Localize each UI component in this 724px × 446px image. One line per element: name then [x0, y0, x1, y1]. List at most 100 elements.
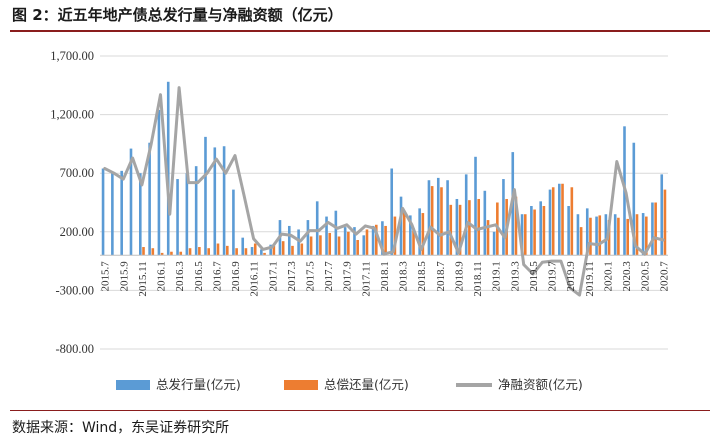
repay-bar: [253, 243, 257, 256]
title-divider: [10, 30, 710, 32]
issue-bar: [632, 142, 636, 256]
repay-bar: [272, 245, 276, 256]
x-tick-label: 2017.1: [267, 261, 279, 291]
issue-bar: [399, 196, 403, 256]
issue-bar: [120, 170, 123, 256]
repay-bar: [589, 217, 592, 256]
y-axis-ticks: 1,700.00 1,200.00 700.00 200.00 -300.00 -800.…: [50, 49, 94, 356]
issue-bar: [111, 173, 114, 256]
y-tick-label: 1,700.00: [50, 49, 94, 63]
repay-bar: [449, 204, 453, 256]
repay-bar: [384, 225, 387, 256]
repay-bar: [412, 228, 415, 256]
x-tick-label: 2018.3: [398, 261, 410, 292]
issue-bar: [548, 189, 552, 256]
chart: 1,700.00 1,200.00 700.00 200.00 -300.00 -800.…: [50, 49, 670, 392]
legend: 总发行量(亿元) 总偿还量(亿元) 净融资额(亿元): [116, 377, 583, 392]
issue-bar: [371, 225, 375, 256]
x-tick-label: 2017.9: [342, 261, 354, 292]
x-tick-label: 2017.7: [323, 261, 335, 292]
repay-bar: [198, 247, 201, 256]
data-source: 数据来源：Wind，东吴证券研究所: [12, 420, 230, 436]
issue-bar: [213, 147, 217, 256]
x-tick-label: 2019.1: [491, 261, 503, 291]
issue-bar: [492, 231, 496, 256]
x-tick-label: 2020.1: [602, 261, 614, 291]
x-tick-label: 2017.5: [305, 261, 317, 292]
issue-bar: [353, 227, 356, 256]
repay-bar: [235, 248, 238, 256]
x-tick-label: 2020.3: [621, 261, 633, 292]
repay-bar: [244, 248, 248, 256]
repay-bar: [542, 206, 546, 256]
issue-bar: [651, 202, 654, 256]
line-layer: [103, 86, 665, 297]
repay-bar: [421, 213, 425, 256]
x-tick-label: 2015.11: [137, 261, 149, 296]
issue-bar: [660, 174, 664, 256]
x-tick-label: 2015.9: [118, 261, 130, 292]
issue-bar: [176, 179, 179, 256]
repay-bar: [170, 251, 173, 256]
issue-bar: [502, 179, 505, 256]
issue-bar: [558, 183, 561, 256]
issue-bar: [287, 225, 291, 256]
legend-repay-swatch: [284, 380, 318, 390]
x-tick-label: 2019.9: [565, 261, 577, 292]
repay-bar: [430, 186, 434, 256]
issue-bar: [613, 214, 617, 256]
x-tick-label: 2018.5: [416, 261, 428, 292]
x-tick-label: 2019.11: [584, 261, 596, 296]
repay-bar: [468, 200, 471, 256]
repay-bar: [617, 217, 620, 256]
issue-bar: [539, 201, 542, 256]
repay-bar: [291, 245, 294, 256]
issue-bar: [595, 216, 598, 256]
issue-bar: [520, 214, 524, 256]
grid-layer: [100, 55, 668, 350]
issue-bar: [418, 208, 421, 256]
repay-bar: [356, 240, 359, 256]
repay-bar: [374, 224, 378, 256]
legend-repay-label: 总偿还量(亿元): [324, 377, 409, 392]
x-tick-label: 2016.9: [230, 261, 242, 292]
footer-divider: [10, 410, 710, 411]
issue-bar: [427, 180, 431, 256]
repay-bar: [654, 202, 657, 256]
y-tick-label: -800.00: [55, 342, 94, 356]
repay-bar: [365, 229, 369, 256]
issue-bar: [241, 237, 245, 256]
bar-layer: [101, 81, 667, 256]
issue-bar: [381, 221, 384, 256]
repay-bar: [598, 215, 602, 256]
legend-issue-swatch: [116, 380, 150, 390]
issue-bar: [222, 146, 226, 256]
repay-bar: [645, 216, 648, 256]
issue-bar: [148, 142, 151, 256]
issue-bar: [474, 156, 477, 256]
legend-net-label: 净融资额(亿元): [498, 377, 583, 392]
issue-bar: [446, 180, 449, 256]
issue-bar: [250, 247, 254, 256]
repay-bar: [514, 196, 518, 256]
repay-bar: [319, 235, 322, 256]
repay-bar: [160, 252, 164, 256]
x-tick-label: 2020.5: [640, 261, 652, 292]
issue-bar: [232, 189, 235, 256]
repay-bar: [179, 251, 183, 256]
issue-bar: [139, 173, 142, 256]
net-financing-line: [103, 86, 665, 297]
issue-bar: [585, 208, 589, 256]
x-tick-label: 2016.7: [211, 261, 223, 292]
repay-bar: [263, 252, 266, 256]
issue-bar: [325, 216, 328, 256]
repay-bar: [579, 227, 583, 256]
x-tick-label: 2017.11: [360, 261, 372, 296]
legend-issue-label: 总发行量(亿元): [156, 377, 241, 392]
issue-bar: [129, 148, 133, 256]
x-tick-label: 2017.3: [286, 261, 298, 292]
repay-bar: [523, 214, 527, 256]
repay-bar: [402, 211, 406, 256]
repay-bar: [151, 248, 155, 256]
issue-bar: [334, 210, 338, 256]
